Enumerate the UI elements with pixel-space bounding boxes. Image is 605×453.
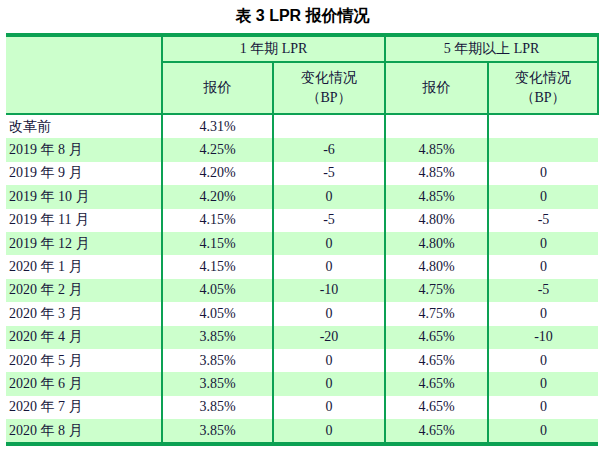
- period-cell: 2020 年 7 月: [6, 396, 162, 419]
- cell-1y-quote: 4.15%: [162, 232, 273, 255]
- table-row: 2020 年 5 月3.85%04.65%0: [6, 349, 598, 372]
- table-row: 2019 年 8 月4.25%-64.85%: [6, 138, 598, 161]
- table-row: 2020 年 8 月3.85%04.65%0: [6, 419, 598, 444]
- cell-1y-change: 0: [273, 185, 385, 208]
- cell-5y-change: 0: [488, 232, 598, 255]
- subheader-5y-change-line1: 变化情况: [489, 68, 597, 88]
- table-header: 1 年期 LPR 5 年期以上 LPR 报价 变化情况 （BP） 报价 变化情况…: [6, 35, 598, 114]
- cell-5y-quote: 4.65%: [385, 372, 488, 395]
- table-row: 2019 年 11 月4.15%-54.80%-5: [6, 209, 598, 232]
- cell-5y-change: [488, 138, 598, 161]
- period-cell: 2019 年 8 月: [6, 138, 162, 161]
- cell-1y-quote: 4.20%: [162, 185, 273, 208]
- cell-1y-change: 0: [273, 302, 385, 325]
- cell-1y-quote: 3.85%: [162, 326, 273, 349]
- table-body: 改革前4.31%2019 年 8 月4.25%-64.85%2019 年 9 月…: [6, 114, 598, 444]
- period-cell: 2020 年 1 月: [6, 255, 162, 278]
- cell-1y-quote: 4.15%: [162, 209, 273, 232]
- period-cell: 2020 年 5 月: [6, 349, 162, 372]
- subheader-1y-change-line2: （BP）: [274, 88, 384, 108]
- cell-1y-change: -20: [273, 326, 385, 349]
- group-header-1y: 1 年期 LPR: [162, 35, 385, 62]
- period-cell: 改革前: [6, 114, 162, 138]
- period-cell: 2020 年 2 月: [6, 279, 162, 302]
- cell-1y-quote: 3.85%: [162, 396, 273, 419]
- cell-1y-change: 0: [273, 349, 385, 372]
- cell-1y-quote: 3.85%: [162, 372, 273, 395]
- cell-5y-change: 0: [488, 162, 598, 185]
- cell-1y-quote: 4.05%: [162, 302, 273, 325]
- cell-1y-change: -6: [273, 138, 385, 161]
- cell-5y-quote: 4.80%: [385, 209, 488, 232]
- cell-1y-quote: 4.31%: [162, 114, 273, 138]
- cell-5y-change: [488, 114, 598, 138]
- period-cell: 2019 年 11 月: [6, 209, 162, 232]
- table-row: 2020 年 3 月4.05%04.75%0: [6, 302, 598, 325]
- table-row: 2019 年 9 月4.20%-54.85%0: [6, 162, 598, 185]
- cell-5y-change: -10: [488, 326, 598, 349]
- table-row: 2020 年 4 月3.85%-204.65%-10: [6, 326, 598, 349]
- table-row: 2020 年 6 月3.85%04.65%0: [6, 372, 598, 395]
- subheader-5y-quote: 报价: [385, 62, 488, 114]
- cell-5y-quote: 4.80%: [385, 232, 488, 255]
- period-cell: 2019 年 10 月: [6, 185, 162, 208]
- cell-5y-change: 0: [488, 185, 598, 208]
- cell-1y-change: 0: [273, 396, 385, 419]
- cell-1y-quote: 3.85%: [162, 419, 273, 444]
- cell-1y-change: -10: [273, 279, 385, 302]
- cell-5y-quote: 4.85%: [385, 162, 488, 185]
- cell-1y-change: 0: [273, 372, 385, 395]
- cell-1y-quote: 4.25%: [162, 138, 273, 161]
- table-row: 2019 年 10 月4.20%04.85%0: [6, 185, 598, 208]
- cell-5y-change: -5: [488, 209, 598, 232]
- cell-5y-quote: 4.65%: [385, 396, 488, 419]
- cell-5y-quote: 4.65%: [385, 349, 488, 372]
- cell-1y-change: [273, 114, 385, 138]
- cell-5y-quote: 4.80%: [385, 255, 488, 278]
- cell-1y-change: -5: [273, 162, 385, 185]
- cell-1y-quote: 4.15%: [162, 255, 273, 278]
- period-cell: 2020 年 6 月: [6, 372, 162, 395]
- cell-1y-change: 0: [273, 232, 385, 255]
- cell-1y-change: 0: [273, 255, 385, 278]
- cell-1y-quote: 4.20%: [162, 162, 273, 185]
- table-row: 2020 年 2 月4.05%-104.75%-5: [6, 279, 598, 302]
- cell-5y-change: 0: [488, 349, 598, 372]
- table-row: 2020 年 7 月3.85%04.65%0: [6, 396, 598, 419]
- table-row: 改革前4.31%: [6, 114, 598, 138]
- cell-1y-quote: 3.85%: [162, 349, 273, 372]
- cell-5y-quote: 4.65%: [385, 326, 488, 349]
- cell-5y-quote: 4.85%: [385, 185, 488, 208]
- period-cell: 2020 年 3 月: [6, 302, 162, 325]
- cell-1y-quote: 4.05%: [162, 279, 273, 302]
- cell-5y-quote: 4.75%: [385, 302, 488, 325]
- period-cell: 2020 年 8 月: [6, 419, 162, 444]
- cell-5y-change: 0: [488, 372, 598, 395]
- table-row: 2019 年 12 月4.15%04.80%0: [6, 232, 598, 255]
- subheader-1y-change-line1: 变化情况: [274, 68, 384, 88]
- cell-5y-quote: 4.65%: [385, 419, 488, 444]
- cell-1y-change: -5: [273, 209, 385, 232]
- subheader-1y-quote: 报价: [162, 62, 273, 114]
- cell-5y-change: 0: [488, 302, 598, 325]
- subheader-5y-change: 变化情况 （BP）: [488, 62, 598, 114]
- cell-5y-quote: 4.75%: [385, 279, 488, 302]
- cell-5y-quote: 4.85%: [385, 138, 488, 161]
- cell-5y-change: 0: [488, 396, 598, 419]
- cell-5y-change: 0: [488, 255, 598, 278]
- period-cell: 2019 年 9 月: [6, 162, 162, 185]
- subheader-5y-change-line2: （BP）: [489, 88, 597, 108]
- period-cell: 2019 年 12 月: [6, 232, 162, 255]
- corner-header-cell: [6, 35, 162, 114]
- cell-1y-change: 0: [273, 419, 385, 444]
- table-row: 2020 年 1 月4.15%04.80%0: [6, 255, 598, 278]
- group-header-5y: 5 年期以上 LPR: [385, 35, 598, 62]
- period-cell: 2020 年 4 月: [6, 326, 162, 349]
- subheader-1y-change: 变化情况 （BP）: [273, 62, 385, 114]
- cell-5y-change: 0: [488, 419, 598, 444]
- lpr-table: 1 年期 LPR 5 年期以上 LPR 报价 变化情况 （BP） 报价 变化情况…: [6, 33, 599, 446]
- table-title: 表 3 LPR 报价情况: [0, 6, 605, 26]
- cell-5y-change: -5: [488, 279, 598, 302]
- cell-5y-quote: [385, 114, 488, 138]
